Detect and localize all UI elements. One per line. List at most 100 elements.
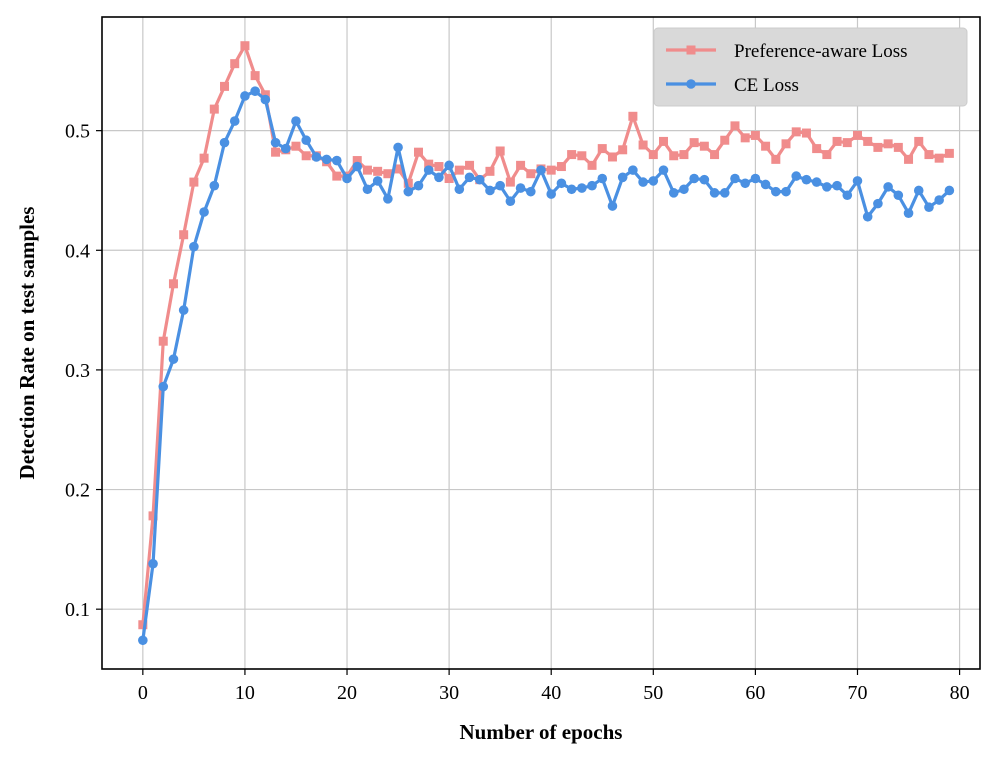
y-tick-label: 0.5 (65, 121, 90, 143)
data-point (138, 620, 148, 630)
data-point (699, 141, 709, 151)
data-point (903, 208, 914, 218)
data-point (781, 186, 791, 197)
series-line-ce-loss (141, 89, 951, 641)
data-point (423, 165, 434, 175)
data-point (679, 150, 689, 160)
series-layer (138, 41, 955, 646)
data-point (179, 230, 189, 240)
data-point (873, 198, 883, 209)
data-point (822, 182, 832, 192)
y-tick-label: 0.2 (65, 480, 90, 502)
data-point (280, 143, 291, 154)
data-point (230, 59, 240, 69)
grid (102, 17, 980, 669)
data-point (852, 130, 862, 140)
y-axis-label: Detection Rate on test samples (15, 207, 39, 480)
data-point (587, 160, 597, 170)
data-point (270, 137, 281, 148)
data-point (607, 152, 617, 162)
data-point (719, 188, 730, 198)
data-point (209, 104, 219, 114)
data-point (811, 177, 822, 187)
data-point (832, 136, 842, 146)
legend-marker-circle-icon (686, 79, 696, 89)
data-point (352, 161, 363, 172)
data-point (301, 135, 311, 146)
x-tick-label: 30 (439, 682, 459, 704)
x-tick-label: 50 (643, 682, 663, 704)
data-point (189, 177, 199, 187)
data-point (720, 135, 730, 145)
data-point (781, 139, 791, 149)
x-tick-label: 80 (950, 682, 970, 704)
legend-label-preference-aware-loss: Preference-aware Loss (734, 41, 908, 62)
x-tick-label: 20 (337, 682, 357, 704)
data-point (434, 172, 444, 183)
data-point (148, 558, 158, 569)
data-point (362, 165, 372, 175)
data-point (383, 194, 393, 204)
data-point (934, 195, 944, 205)
data-point (516, 160, 526, 170)
data-point (934, 153, 944, 163)
data-point (362, 184, 373, 195)
data-point (679, 184, 689, 195)
data-point (546, 189, 557, 199)
data-point (709, 188, 720, 198)
data-point (699, 174, 710, 185)
data-point (924, 150, 934, 160)
data-point (710, 150, 720, 160)
data-point (424, 159, 434, 169)
data-point (771, 154, 781, 164)
x-tick-label: 0 (138, 682, 148, 704)
data-point (485, 166, 495, 176)
series-line-preference-aware-loss (141, 44, 951, 625)
data-point (577, 151, 587, 161)
data-point (883, 139, 893, 149)
data-point (250, 71, 260, 81)
data-point (465, 160, 475, 170)
data-point (220, 81, 230, 91)
data-point (913, 185, 924, 196)
data-point (862, 211, 873, 222)
data-point (771, 186, 781, 197)
data-point (761, 141, 771, 151)
data-point (199, 207, 209, 217)
data-point (669, 151, 679, 161)
data-point (495, 146, 505, 156)
data-point (648, 176, 659, 186)
data-point (812, 144, 822, 154)
data-point (250, 86, 260, 96)
data-point (556, 178, 567, 189)
data-point (342, 173, 352, 184)
data-point (597, 144, 607, 154)
data-point (413, 147, 423, 157)
data-point (526, 169, 536, 179)
x-tick-label: 40 (541, 682, 561, 704)
data-point (291, 116, 301, 126)
data-point (403, 178, 413, 188)
x-tick-label: 60 (745, 682, 765, 704)
data-point (474, 174, 485, 185)
data-point (168, 279, 178, 289)
data-point (383, 169, 393, 179)
data-point (260, 94, 271, 105)
series-preference-aware-loss (138, 41, 954, 630)
data-point (617, 172, 628, 183)
data-point (801, 128, 811, 138)
data-point (577, 183, 587, 193)
data-point (689, 173, 699, 184)
data-point (924, 202, 934, 213)
data-point (393, 142, 403, 153)
legend-box (653, 27, 968, 107)
data-point (209, 180, 220, 191)
data-point (556, 162, 566, 172)
data-point (628, 165, 638, 175)
data-point (219, 137, 230, 148)
data-point (852, 176, 863, 186)
data-point (618, 145, 628, 155)
data-point (944, 185, 955, 196)
data-point (883, 182, 893, 192)
